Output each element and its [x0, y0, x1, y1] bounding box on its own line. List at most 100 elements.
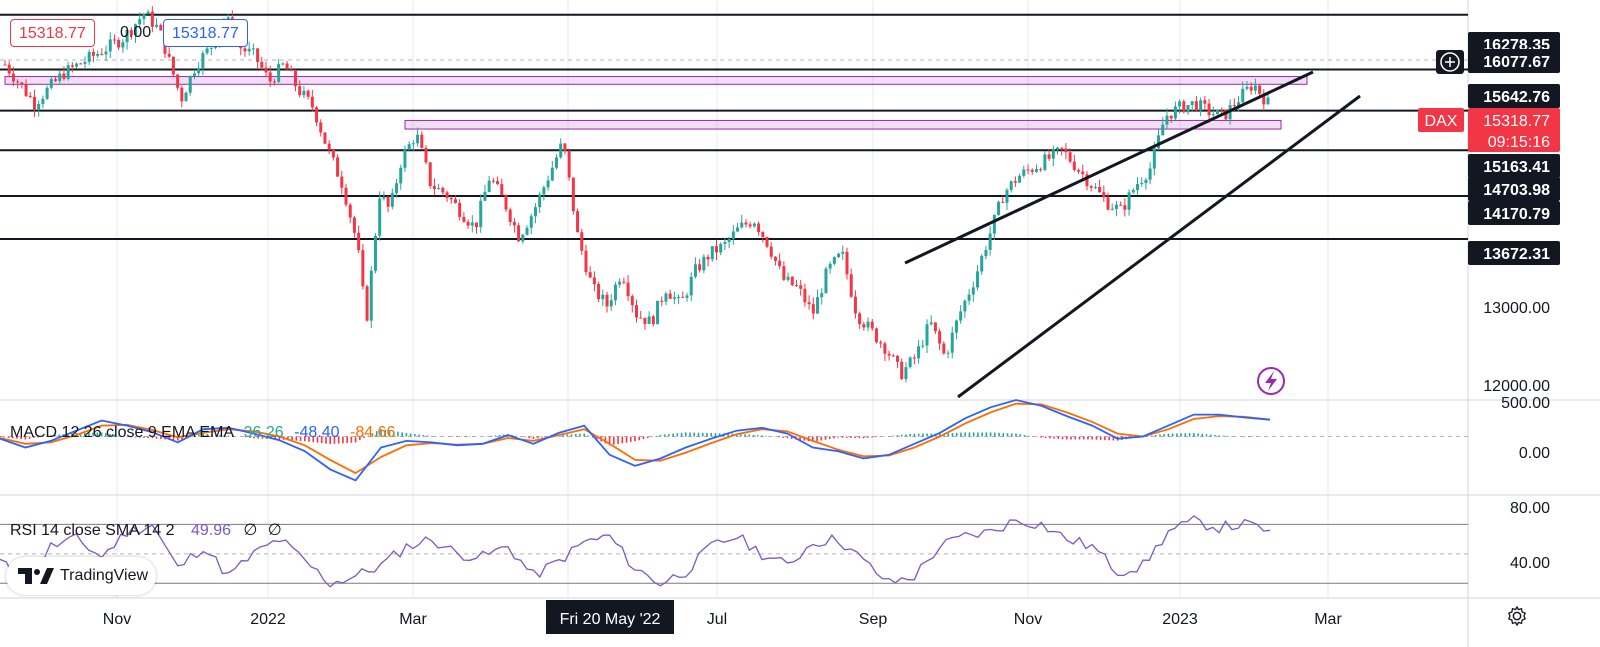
candle-body — [727, 239, 731, 243]
candle-body — [272, 81, 276, 83]
candle-body — [677, 296, 681, 298]
price-axis-label: 15163.41 — [1483, 159, 1550, 176]
candle-body — [626, 282, 630, 297]
candle-body — [765, 237, 769, 247]
candle-body — [264, 67, 268, 73]
candle-body — [1060, 147, 1064, 149]
lower-trendline — [957, 94, 1361, 399]
candle-body — [441, 187, 445, 193]
candle-body — [306, 90, 310, 97]
candle-body — [917, 346, 921, 359]
candle-body — [622, 281, 626, 283]
time-axis[interactable]: Nov 2022 Mar Fri 20 May '22 Jul Sep Nov 2023 Mar — [103, 600, 1343, 634]
candle-body — [243, 48, 247, 52]
candle-body — [134, 24, 138, 36]
candle-body — [1013, 181, 1017, 183]
candle-body — [108, 39, 112, 52]
crosshair-date-box — [546, 600, 674, 634]
candle-body — [386, 196, 390, 207]
candle-body — [382, 196, 386, 199]
candle-body — [45, 87, 49, 99]
support-resistance-zones — [4, 76, 1308, 130]
candle-body — [192, 73, 196, 77]
candle-body — [1072, 161, 1076, 171]
candle-body — [879, 342, 883, 344]
candle-body — [959, 311, 963, 321]
flash-icon-ring — [1257, 367, 1285, 395]
candle-body — [331, 149, 335, 158]
candle-body — [298, 86, 302, 96]
gear-icon[interactable] — [1506, 605, 1528, 627]
candle-body — [251, 48, 255, 50]
price-label-box — [1468, 177, 1560, 201]
candle-body — [647, 316, 651, 324]
candle-body — [512, 222, 516, 226]
candle-body — [138, 19, 142, 25]
candle-body — [849, 274, 853, 297]
rsi-value: 49.96 — [190, 522, 232, 539]
candle-body — [702, 256, 706, 271]
candle-body — [925, 324, 929, 346]
candle-body — [866, 321, 870, 328]
candle-body — [449, 197, 453, 200]
candle-body — [517, 225, 521, 242]
macd-value: 36.26 — [243, 424, 284, 441]
candle-body — [289, 69, 293, 71]
candle-body — [546, 180, 550, 188]
candle-body — [1068, 152, 1072, 162]
candle-body — [1182, 101, 1186, 113]
candle-body — [1266, 97, 1270, 105]
candle-body — [908, 357, 912, 368]
candle-body — [782, 266, 786, 280]
candle-body — [79, 63, 83, 65]
candle-body — [466, 221, 470, 226]
time-axis-label: 2022 — [250, 611, 286, 628]
candle-body — [437, 187, 441, 190]
rsi-legend[interactable]: RSI 14 close SMA 14 2 49.96 ∅ ∅ — [10, 520, 282, 540]
candle-body — [41, 98, 45, 105]
candle-body — [1258, 85, 1262, 94]
candle-body — [302, 90, 306, 96]
candle-body — [176, 74, 180, 88]
candle-body — [555, 157, 559, 168]
candle-body — [1110, 208, 1114, 210]
candle-body — [1022, 169, 1026, 176]
candle-body — [129, 30, 133, 36]
candle-body — [1106, 197, 1110, 210]
candle-body — [580, 232, 584, 251]
price-axis[interactable]: 16278.3516077.6715642.7615163.4114703.98… — [1418, 32, 1560, 572]
candle-body — [1169, 115, 1173, 119]
candle-body — [378, 198, 382, 236]
candle-body — [66, 65, 70, 79]
candle-body — [689, 276, 693, 296]
candle-body — [664, 293, 668, 302]
add-price-level-button[interactable] — [1436, 50, 1464, 74]
candle-body — [816, 297, 820, 314]
candle-body — [786, 276, 790, 280]
candle-body — [584, 250, 588, 273]
candle-body — [651, 316, 655, 325]
candle-body — [1043, 154, 1047, 170]
macd-line — [0, 399, 1271, 482]
candle-body — [1077, 170, 1081, 172]
candle-body — [954, 320, 958, 333]
candle-body — [167, 53, 171, 57]
candle-body — [794, 285, 798, 287]
macd-legend[interactable]: MACD 12 26 close 9 EMA EMA 36.26 -48.40 … — [10, 424, 395, 442]
candle-body — [62, 73, 66, 79]
candle-body — [171, 56, 175, 75]
candle-body — [588, 272, 592, 278]
candle-body — [373, 235, 377, 271]
tradingview-logo-icon — [18, 568, 54, 584]
candle-body — [824, 268, 828, 294]
candle-body — [887, 353, 891, 356]
candle-body — [20, 82, 24, 85]
candle-body — [736, 227, 740, 232]
candle-body — [1152, 148, 1156, 169]
candle-body — [277, 64, 281, 82]
tradingview-logo[interactable]: TradingView — [6, 557, 156, 595]
candle-body — [714, 246, 718, 253]
candle-body — [479, 200, 483, 228]
